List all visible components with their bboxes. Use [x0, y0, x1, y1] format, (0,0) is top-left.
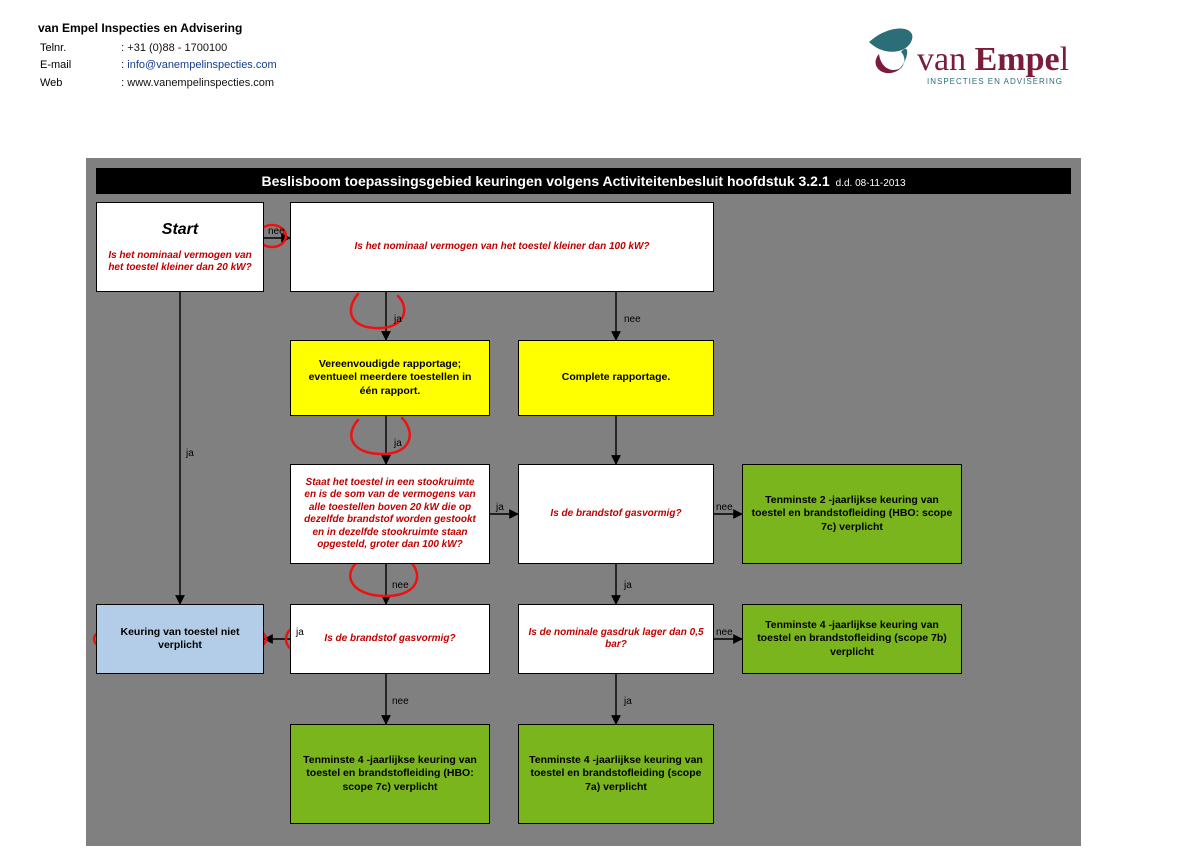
- edge-label: ja: [296, 627, 304, 638]
- node-text: Is het nominaal vermogen van het toestel…: [105, 250, 255, 275]
- logo-tagline: INSPECTIES EN ADVISERING: [927, 77, 1063, 86]
- logo-text-van: van: [917, 41, 975, 78]
- diagram-title-bar: Beslisboom toepassingsgebied keuringen v…: [96, 168, 1071, 194]
- node-text: Vereenvoudigde rapportage; eventueel mee…: [299, 358, 481, 397]
- svg-text:van Empel: van Empel: [917, 41, 1069, 78]
- edge-label: nee: [268, 226, 285, 237]
- flowchart-node-gasvormig_l: Is de brandstof gasvormig?: [290, 604, 490, 674]
- edge-label: ja: [186, 448, 194, 459]
- node-text: Tenminste 2 -jaarlijkse keuring van toes…: [751, 494, 953, 533]
- contact-val: +31 (0)88 - 1700100: [127, 42, 227, 54]
- flowchart-diagram: Beslisboom toepassingsgebied keuringen v…: [86, 158, 1081, 846]
- edge-label: ja: [624, 580, 632, 591]
- contact-key: Telnr.: [40, 41, 119, 56]
- flowchart-node-gasdruk: Is de nominale gasdruk lager dan 0,5 bar…: [518, 604, 714, 674]
- node-text: Tenminste 4 -jaarlijkse keuring van toes…: [299, 754, 481, 793]
- node-text: Tenminste 4 -jaarlijkse keuring van toes…: [527, 754, 705, 793]
- flowchart-node-out_4jr_7a: Tenminste 4 -jaarlijkse keuring van toes…: [518, 724, 714, 824]
- edge-label: nee: [716, 627, 733, 638]
- diagram-date: d.d. 08-11-2013: [836, 178, 906, 189]
- contact-table: Telnr.: +31 (0)88 - 1700100 E-mail: info…: [38, 39, 327, 93]
- node-text: Is de nominale gasdruk lager dan 0,5 bar…: [527, 627, 705, 652]
- edge-label: nee: [392, 696, 409, 707]
- flowchart-node-q100: Is het nominaal vermogen van het toestel…: [290, 202, 714, 292]
- edge-label: nee: [392, 580, 409, 591]
- edge-label: nee: [624, 314, 641, 325]
- flowchart-node-gasvormig_r: Is de brandstof gasvormig?: [518, 464, 714, 564]
- flowchart-node-start: Start Is het nominaal vermogen van het to…: [96, 202, 264, 292]
- flowchart-node-niet_verplicht: Keuring van toestel niet verplicht: [96, 604, 264, 674]
- flowchart-node-out_2jr: Tenminste 2 -jaarlijkse keuring van toes…: [742, 464, 962, 564]
- contact-key: Web: [40, 76, 119, 91]
- node-text: Tenminste 4 -jaarlijkse keuring van toes…: [751, 619, 953, 658]
- flowchart-node-rep_compl: Complete rapportage.: [518, 340, 714, 416]
- logo-text-empel: Empe: [975, 41, 1060, 78]
- edge-label: ja: [624, 696, 632, 707]
- edge-label: ja: [394, 314, 402, 325]
- flowchart-node-out_4jr_7c: Tenminste 4 -jaarlijkse keuring van toes…: [290, 724, 490, 824]
- node-text: Complete rapportage.: [562, 371, 671, 384]
- node-text: Is het nominaal vermogen van het toestel…: [354, 241, 649, 254]
- start-label: Start: [162, 220, 198, 240]
- node-text: Staat het toestel in een stookruimte en …: [299, 477, 481, 552]
- page-header: van Empel Inspecties en Advisering Telnr…: [38, 20, 1151, 130]
- edge-label: ja: [394, 438, 402, 449]
- diagram-title: Beslisboom toepassingsgebied keuringen v…: [261, 173, 829, 189]
- node-text: Is de brandstof gasvormig?: [324, 633, 455, 646]
- flowchart-node-out_4jr_7b: Tenminste 4 -jaarlijkse keuring van toes…: [742, 604, 962, 674]
- contact-key: E-mail: [40, 58, 119, 73]
- flowchart-node-rep_simpl: Vereenvoudigde rapportage; eventueel mee…: [290, 340, 490, 416]
- contact-val: info@vanempelinspecties.com: [127, 59, 276, 71]
- node-text: Is de brandstof gasvormig?: [550, 508, 681, 521]
- edge-label: nee: [716, 502, 733, 513]
- company-logo: van Empel INSPECTIES EN ADVISERING: [861, 20, 1151, 98]
- edge-label: ja: [496, 502, 504, 513]
- contact-val: www.vanempelinspecties.com: [127, 77, 274, 89]
- flowchart-node-stookruimte: Staat het toestel in een stookruimte en …: [290, 464, 490, 564]
- node-text: Keuring van toestel niet verplicht: [105, 626, 255, 652]
